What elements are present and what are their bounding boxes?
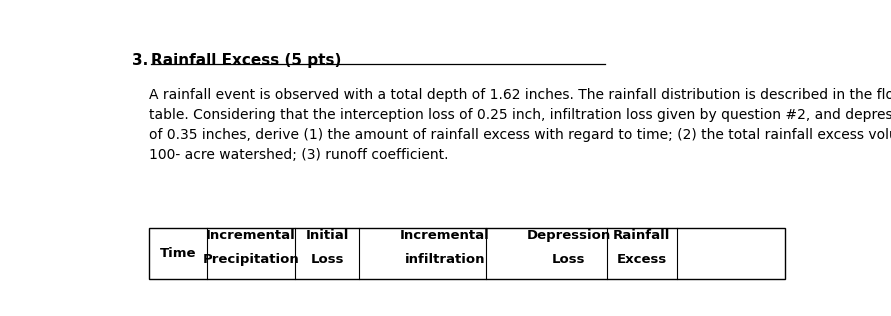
Text: Rainfall Excess (5 pts): Rainfall Excess (5 pts) bbox=[151, 52, 342, 68]
Text: A rainfall event is observed with a total depth of 1.62 inches. The rainfall dis: A rainfall event is observed with a tota… bbox=[150, 88, 891, 162]
Text: Excess: Excess bbox=[617, 253, 666, 266]
Text: Incremental: Incremental bbox=[400, 228, 490, 241]
Text: Time: Time bbox=[159, 247, 196, 260]
Text: Precipitation: Precipitation bbox=[202, 253, 299, 266]
Bar bbox=[150, 228, 785, 279]
Text: Loss: Loss bbox=[310, 253, 344, 266]
Text: Depression: Depression bbox=[527, 228, 610, 241]
Text: infiltration: infiltration bbox=[405, 253, 485, 266]
Text: Incremental: Incremental bbox=[206, 228, 296, 241]
Text: Loss: Loss bbox=[552, 253, 585, 266]
Text: Rainfall: Rainfall bbox=[613, 228, 670, 241]
Text: Initial: Initial bbox=[306, 228, 349, 241]
Text: 3.: 3. bbox=[132, 52, 148, 68]
